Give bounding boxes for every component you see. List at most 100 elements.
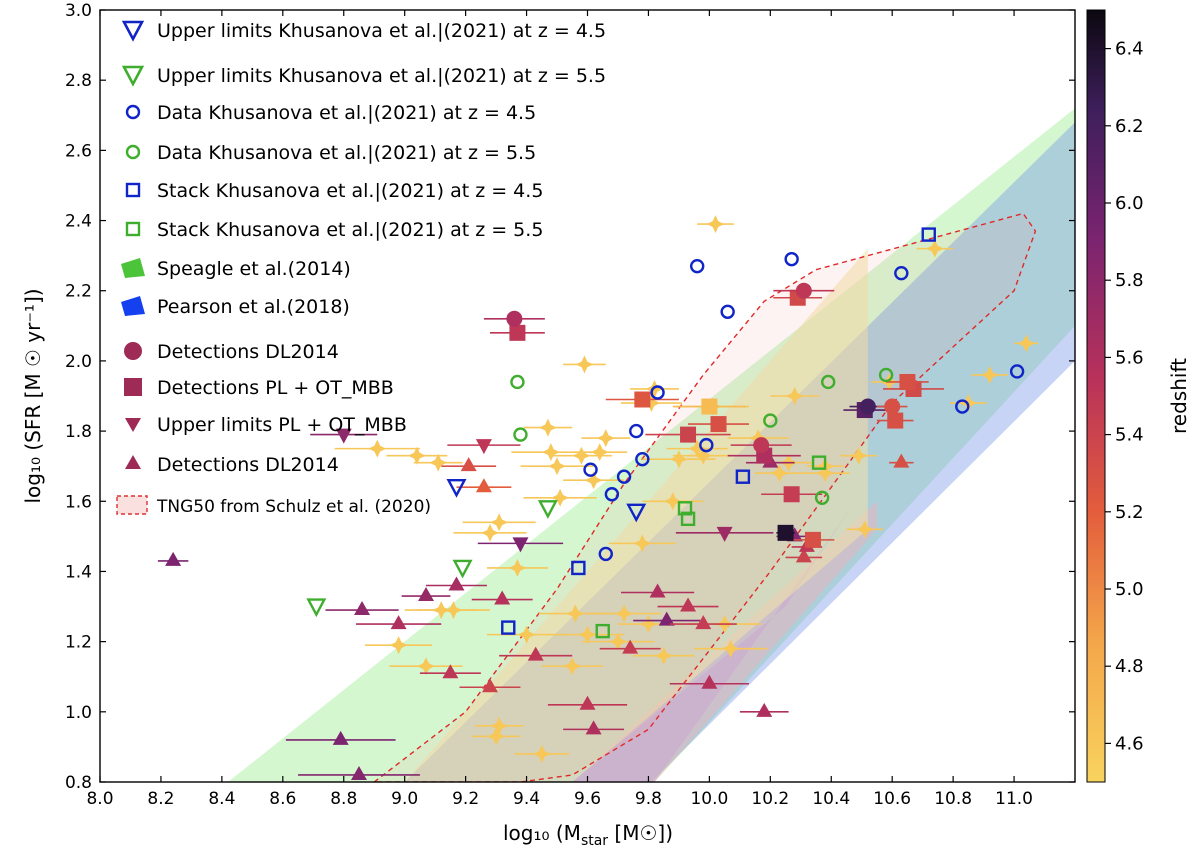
- y-tick-label: 1.8: [65, 422, 92, 442]
- khusanova-upper-z55: [455, 561, 471, 576]
- scatter-chart: 8.0 8.2 8.4 8.6 8.8 9.0 9.2 9.4 9.6 9.8 10.0 10.2 10…: [0, 0, 1200, 855]
- khusanova-data-z55: [514, 429, 526, 441]
- legend: Upper limits Khusanova et al.|(2021) at …: [117, 20, 606, 517]
- x-tick-label: 9.0: [391, 789, 418, 809]
- khusanova-upper-z55: [540, 501, 556, 516]
- x-tick-label: 9.6: [574, 789, 601, 809]
- x-tick-label: 8.2: [147, 789, 174, 809]
- x-axis-title-sub: star: [581, 833, 608, 849]
- yellow-point: [572, 447, 590, 465]
- legend-label: TNG50 from Schulz et al. (2020): [156, 497, 431, 517]
- legend-label: Data Khusanova et al.|(2021) at z = 4.5: [157, 102, 536, 124]
- y-tick-label: 1.0: [65, 703, 92, 723]
- dl-detection-marker: [506, 311, 522, 327]
- y-tick-label: 2.0: [65, 352, 92, 372]
- colorbar-tick-label: 5.6: [1115, 347, 1144, 368]
- legend-marker-circle: [124, 342, 142, 360]
- yellow-point: [539, 419, 557, 437]
- legend-marker-circle-open: [127, 106, 139, 118]
- pl-detection-marker: [680, 427, 696, 443]
- pl-detection-marker: [887, 413, 903, 429]
- y-tick-label: 2.2: [65, 282, 92, 302]
- dl-detection-marker: [753, 437, 769, 453]
- y-tick-label: 1.2: [65, 633, 92, 653]
- colorbar-tick-label: 5.0: [1115, 579, 1144, 600]
- yellow-point: [368, 440, 386, 458]
- legend-marker-triangle-open: [124, 22, 142, 39]
- legend-marker-patch: [121, 258, 145, 278]
- dl-detection-marker: [860, 399, 876, 415]
- y-axis-title: log₁₀ (SFR [M ☉ yr⁻¹]): [21, 288, 45, 503]
- legend-marker-triangle-down: [125, 418, 141, 432]
- khusanova-upper-z55: [308, 600, 324, 615]
- legend-label: Upper limits Khusanova et al.|(2021) at …: [157, 20, 606, 42]
- pl-detection-marker: [899, 374, 915, 390]
- khusanova-data-z45: [722, 306, 734, 318]
- colorbar-tick-label: 5.4: [1115, 425, 1144, 446]
- y-tick-label: 2.8: [65, 71, 92, 91]
- pl-detection-marker: [778, 525, 794, 541]
- pl-detection-marker: [701, 399, 717, 415]
- yellow-point: [707, 215, 725, 233]
- khusanova-data-z45: [691, 260, 703, 272]
- x-tick-label: 8.6: [269, 789, 296, 809]
- colorbar: [1087, 10, 1105, 782]
- khusanova-data-z55: [511, 376, 523, 388]
- dl-triangle-marker: [448, 576, 464, 590]
- x-tick-label: 9.4: [513, 789, 540, 809]
- pl-detection-marker: [509, 325, 525, 341]
- yellow-point: [481, 524, 499, 542]
- x-tick-label: 8.4: [208, 789, 235, 809]
- upper-pl-marker: [476, 439, 492, 454]
- colorbar-tick-label: 4.8: [1115, 656, 1144, 677]
- dl-detection-marker: [796, 283, 812, 299]
- x-tick-label: 10.8: [934, 789, 972, 809]
- colorbar-tick-label: 6.0: [1115, 193, 1144, 214]
- dl-detection-marker: [884, 399, 900, 415]
- colorbar-label: redshift: [1167, 358, 1191, 434]
- legend-label: Detections DL2014: [157, 341, 339, 363]
- colorbar-tick-label: 6.2: [1115, 116, 1144, 137]
- legend-label: Detections PL + OT_MBB: [157, 377, 394, 399]
- y-tick-label: 2.6: [65, 141, 92, 161]
- legend-label: Stack Khusanova et al.|(2021) at z = 5.5: [157, 219, 543, 241]
- dl-triangle-marker: [461, 457, 477, 471]
- legend-marker-circle-open: [127, 146, 139, 158]
- x-tick-label: 11.0: [995, 789, 1033, 809]
- colorbar-ticks: 4.6 4.8 5.0 5.2 5.4 5.6 5.8 6.0 6.2 6.4: [1105, 39, 1144, 755]
- legend-label: Data Khusanova et al.|(2021) at z = 5.5: [157, 142, 536, 164]
- x-tick-label: 10.6: [873, 789, 911, 809]
- pl-detection-marker: [634, 392, 650, 408]
- x-tick-label: 9.8: [635, 789, 662, 809]
- khusanova-data-z45: [630, 425, 642, 437]
- dl-triangle-marker: [476, 478, 492, 492]
- pl-detection-marker: [805, 532, 821, 548]
- legend-marker-patch: [121, 296, 145, 316]
- y-tick-label: 3.0: [65, 1, 92, 21]
- legend-marker-triangle-up: [125, 455, 141, 469]
- colorbar-tick-label: 6.4: [1115, 39, 1144, 60]
- model-bands: [228, 108, 1075, 782]
- y-tick-label: 2.4: [65, 212, 92, 232]
- x-axis-title: log₁₀ (Mstar [M☉]): [503, 821, 673, 849]
- y-tick-label: 0.8: [65, 773, 92, 793]
- y-tick-label: 1.4: [65, 562, 92, 582]
- x-tick-label: 9.2: [452, 789, 479, 809]
- y-tick-label: 1.6: [65, 492, 92, 512]
- khusanova-data-z45: [786, 253, 798, 265]
- colorbar-tick-label: 5.8: [1115, 270, 1144, 291]
- x-tick-label: 10.2: [751, 789, 789, 809]
- legend-label: Upper limits PL + OT_MBB: [157, 414, 407, 436]
- legend-label: Detections DL2014: [157, 454, 339, 476]
- legend-marker-square-open: [127, 223, 139, 235]
- dl-triangle-marker: [354, 601, 370, 615]
- dl-triangle-marker: [756, 703, 772, 717]
- x-tick-label: 8.8: [330, 789, 357, 809]
- yellow-point: [490, 513, 508, 531]
- legend-label: Upper limits Khusanova et al.|(2021) at …: [157, 65, 606, 87]
- dl-triangle-marker: [418, 587, 434, 601]
- pl-detection-marker: [784, 486, 800, 502]
- legend-marker-square: [124, 378, 142, 396]
- x-tick-label: 10.4: [812, 789, 850, 809]
- x-tick-label: 10.0: [690, 789, 728, 809]
